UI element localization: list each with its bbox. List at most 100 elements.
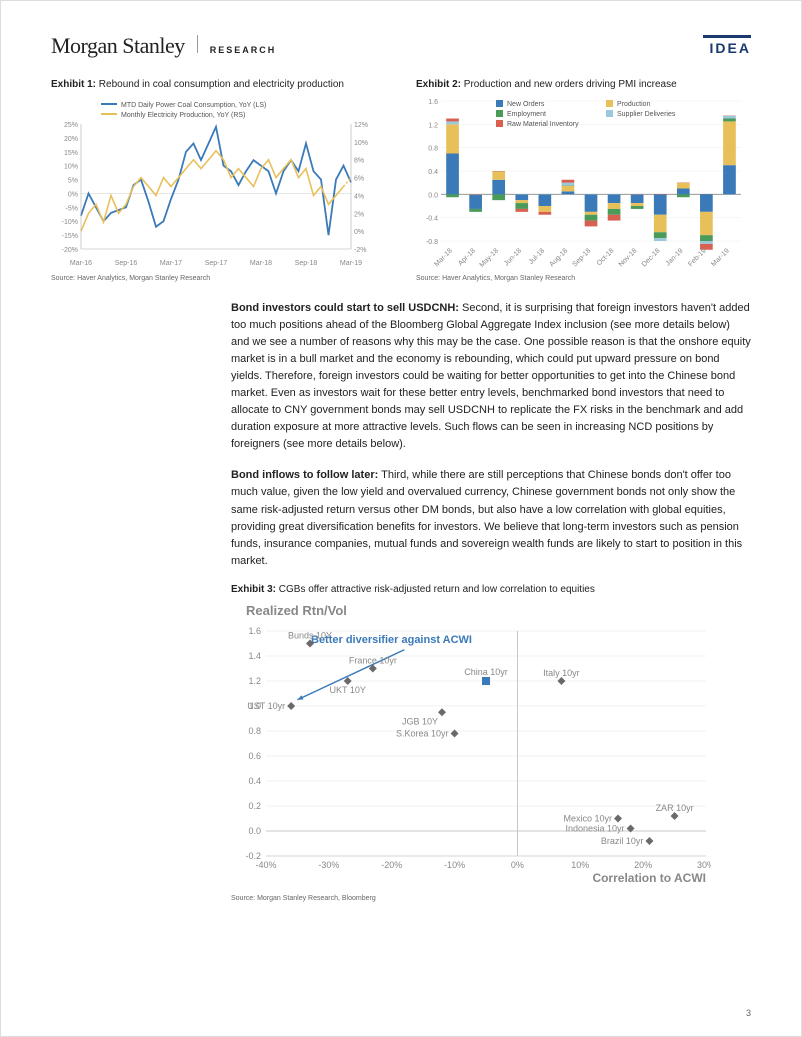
svg-text:0.8: 0.8 [428, 146, 438, 153]
svg-text:Mar-18: Mar-18 [250, 260, 272, 267]
exhibit-3-title: Exhibit 3: CGBs offer attractive risk-ad… [231, 584, 751, 595]
svg-text:1.4: 1.4 [248, 651, 261, 661]
svg-text:-40%: -40% [255, 860, 276, 870]
svg-text:Mar-17: Mar-17 [160, 260, 182, 267]
svg-text:Supplier Deliveries: Supplier Deliveries [617, 111, 676, 118]
exhibit-2-label: Exhibit 2: [416, 79, 461, 90]
svg-text:Mexico 10yr: Mexico 10yr [563, 813, 612, 823]
exhibit-2-chart: -0.8 -0.4 0.0 0.4 0.8 1.2 1.6 Mar-18Apr-18May-1… [416, 96, 746, 271]
svg-text:10%: 10% [354, 140, 368, 147]
exhibit-1: Exhibit 1: Rebound in coal consumption a… [51, 79, 386, 282]
page-header: Morgan Stanley RESEARCH IDEA [51, 31, 751, 59]
exhibit-2-title-text: Production and new orders driving PMI in… [464, 79, 677, 90]
brand-name: Morgan Stanley [51, 33, 185, 59]
para2-lead: Bond inflows to follow later: [231, 469, 378, 481]
svg-text:Jan-19: Jan-19 [665, 247, 685, 267]
para2-text: Third, while there are still perceptions… [231, 469, 742, 566]
svg-text:JGB 10Y: JGB 10Y [402, 716, 438, 726]
svg-text:Sep-18: Sep-18 [295, 260, 318, 267]
svg-text:-0.8: -0.8 [426, 239, 438, 246]
svg-text:12%: 12% [354, 122, 368, 129]
exhibit-3-title-text: CGBs offer attractive risk-adjusted retu… [279, 584, 595, 595]
svg-text:Sep-18: Sep-18 [571, 247, 592, 268]
svg-text:2%: 2% [354, 211, 364, 218]
svg-text:Italy 10yr: Italy 10yr [543, 668, 580, 678]
exhibit-3-chart: Realized Rtn/VolBetter diversifier again… [231, 601, 711, 891]
exhibit-2-source: Source: Haver Analytics, Morgan Stanley … [416, 275, 751, 282]
svg-text:20%: 20% [634, 860, 652, 870]
svg-text:20%: 20% [64, 136, 78, 143]
svg-text:UKT 10Y: UKT 10Y [330, 685, 366, 695]
svg-text:New Orders: New Orders [507, 101, 545, 108]
svg-text:0.0: 0.0 [428, 192, 438, 199]
svg-text:6%: 6% [354, 176, 364, 183]
svg-text:-20%: -20% [381, 860, 402, 870]
svg-text:-15%: -15% [62, 233, 78, 240]
svg-text:MTD Daily Power Coal Consumpti: MTD Daily Power Coal Consumption, YoY (L… [121, 102, 266, 109]
paragraph-1: Bond investors could start to sell USDCN… [231, 300, 751, 453]
body-text: Bond investors could start to sell USDCN… [231, 300, 751, 570]
svg-text:May-18: May-18 [479, 247, 501, 269]
svg-text:Correlation to ACWI: Correlation to ACWI [592, 871, 706, 885]
svg-text:Aug-18: Aug-18 [548, 247, 569, 268]
svg-text:Sep-17: Sep-17 [205, 260, 228, 267]
exhibit-2-title: Exhibit 2: Production and new orders dri… [416, 79, 751, 90]
brand-divider [197, 35, 198, 53]
exhibits-row: Exhibit 1: Rebound in coal consumption a… [51, 79, 751, 282]
svg-text:0.4: 0.4 [248, 776, 261, 786]
svg-text:0.0: 0.0 [248, 826, 261, 836]
para1-lead: Bond investors could start to sell USDCN… [231, 302, 459, 314]
svg-text:Jun-18: Jun-18 [503, 247, 523, 267]
svg-text:0%: 0% [354, 229, 364, 236]
svg-text:-10%: -10% [62, 219, 78, 226]
svg-text:Dec-18: Dec-18 [641, 247, 662, 268]
svg-text:-20%: -20% [62, 247, 78, 254]
svg-text:1.6: 1.6 [248, 626, 261, 636]
exhibit-1-title-text: Rebound in coal consumption and electric… [99, 79, 344, 90]
svg-text:0.6: 0.6 [248, 751, 261, 761]
svg-text:0%: 0% [511, 860, 524, 870]
svg-text:-0.4: -0.4 [426, 216, 438, 223]
svg-text:30%: 30% [697, 860, 711, 870]
brand-sub: RESEARCH [210, 45, 277, 55]
svg-text:Brazil 10yr: Brazil 10yr [601, 836, 644, 846]
svg-text:Raw Material Inventory: Raw Material Inventory [507, 121, 579, 128]
svg-text:Sep-16: Sep-16 [115, 260, 138, 267]
svg-text:8%: 8% [354, 158, 364, 165]
svg-text:-10%: -10% [444, 860, 465, 870]
exhibit-1-chart: MTD Daily Power Coal Consumption, YoY (L… [51, 96, 381, 271]
svg-text:Mar-19: Mar-19 [710, 247, 731, 268]
svg-text:S.Korea 10yr: S.Korea 10yr [396, 728, 449, 738]
svg-text:Mar-18: Mar-18 [433, 247, 454, 268]
svg-text:0.8: 0.8 [248, 726, 261, 736]
idea-line [703, 35, 751, 38]
svg-text:Mar-16: Mar-16 [70, 260, 92, 267]
svg-text:Production: Production [617, 101, 651, 108]
para1-text: Second, it is surprising that foreign in… [231, 302, 751, 450]
exhibit-2: Exhibit 2: Production and new orders dri… [416, 79, 751, 282]
svg-text:0.2: 0.2 [248, 801, 261, 811]
svg-text:Better diversifier against ACW: Better diversifier against ACWI [311, 634, 472, 646]
svg-text:-5%: -5% [66, 205, 78, 212]
svg-text:10%: 10% [64, 164, 78, 171]
svg-text:Bunds 10Y: Bunds 10Y [288, 630, 332, 640]
svg-text:Oct-18: Oct-18 [596, 247, 616, 267]
svg-text:France 10yr: France 10yr [349, 655, 397, 665]
svg-text:5%: 5% [68, 178, 78, 185]
svg-text:0.4: 0.4 [428, 169, 438, 176]
svg-text:ZAR 10yr: ZAR 10yr [656, 803, 694, 813]
svg-text:1.6: 1.6 [428, 99, 438, 106]
svg-text:15%: 15% [64, 150, 78, 157]
idea-badge: IDEA [703, 35, 751, 56]
svg-text:Employment: Employment [507, 111, 546, 118]
page-number: 3 [746, 1008, 751, 1018]
svg-text:Apr-18: Apr-18 [457, 247, 477, 267]
svg-text:1.2: 1.2 [428, 122, 438, 129]
exhibit-1-source: Source: Haver Analytics, Morgan Stanley … [51, 275, 386, 282]
brand-block: Morgan Stanley RESEARCH [51, 31, 276, 59]
idea-text: IDEA [703, 40, 751, 56]
svg-text:25%: 25% [64, 122, 78, 129]
svg-text:UST 10yr: UST 10yr [247, 701, 285, 711]
svg-text:4%: 4% [354, 193, 364, 200]
svg-text:10%: 10% [571, 860, 589, 870]
